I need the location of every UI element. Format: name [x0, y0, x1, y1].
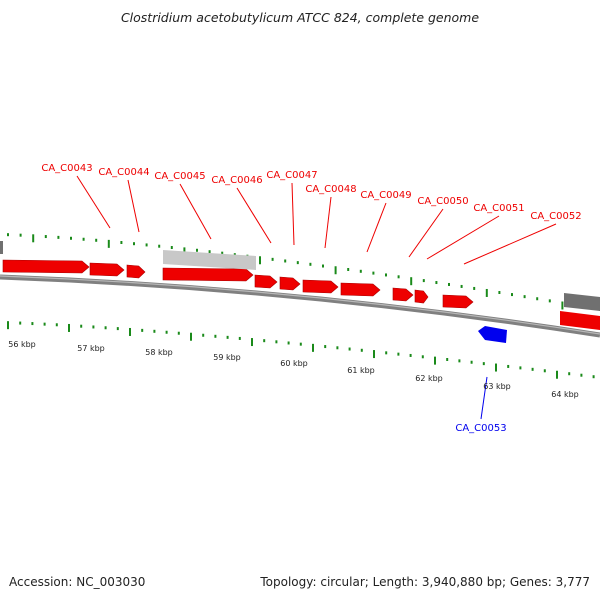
scale-labels: 56 kbp 57 kbp 58 kbp 59 kbp 60 kbp 61 kbp 62 k… — [8, 340, 579, 399]
genome-title: Clostridium acetobutylicum ATCC 824, com… — [120, 10, 480, 25]
label-connector — [480, 376, 488, 420]
genome-backbone-highlight — [0, 275, 600, 335]
kbp-label: 58 kbp — [145, 348, 173, 357]
gene-arrow-forward[interactable] — [560, 311, 600, 330]
label-connector — [324, 196, 332, 249]
gene-label-forward[interactable]: CA_C0046 — [211, 175, 262, 186]
label-connector — [366, 202, 387, 253]
kbp-label: 57 kbp — [77, 344, 105, 353]
kbp-label: 59 kbp — [213, 353, 241, 362]
gene-labels: CA_C0043 CA_C0044 CA_C0045 CA_C0046 CA_C0047… — [41, 163, 581, 434]
label-connector — [426, 215, 500, 260]
kbp-label: 62 kbp — [415, 374, 443, 383]
gene-label-forward[interactable]: CA_C0052 — [530, 211, 581, 222]
kbp-label: 61 kbp — [347, 366, 375, 375]
label-connector — [236, 187, 272, 244]
accession-text: Accession: NC_003030 — [9, 575, 146, 589]
gene-arrow-forward[interactable] — [89, 262, 125, 277]
label-connector — [463, 223, 557, 265]
gene-arrow-reverse[interactable] — [478, 326, 507, 343]
feature-block[interactable] — [0, 241, 3, 254]
label-connector — [408, 208, 444, 258]
kbp-label: 56 kbp — [8, 340, 36, 349]
gene-label-reverse[interactable]: CA_C0053 — [455, 423, 506, 434]
gene-arrow-forward[interactable] — [162, 267, 254, 282]
gene-label-forward[interactable]: CA_C0045 — [154, 171, 205, 182]
label-connector — [179, 183, 212, 240]
topology-summary: Topology: circular; Length: 3,940,880 bp… — [260, 575, 590, 589]
label-connector — [76, 175, 111, 229]
gene-label-forward[interactable]: CA_C0050 — [417, 196, 468, 207]
feature-block[interactable] — [564, 293, 600, 311]
gene-label-forward[interactable]: CA_C0048 — [305, 184, 356, 195]
label-connector — [127, 179, 140, 233]
gene-arrow-forward[interactable] — [392, 287, 414, 302]
feature-block[interactable] — [163, 250, 256, 270]
gene-label-forward[interactable]: CA_C0049 — [360, 190, 411, 201]
feature-track — [0, 241, 600, 343]
gene-arrow-forward[interactable] — [279, 276, 301, 291]
kbp-label: 63 kbp — [483, 382, 511, 391]
gene-label-forward[interactable]: CA_C0044 — [98, 167, 149, 178]
gene-arrow-forward[interactable] — [442, 294, 474, 309]
genome-backbone — [0, 274, 600, 338]
gene-arrow-forward[interactable] — [2, 259, 90, 274]
gene-label-forward[interactable]: CA_C0047 — [266, 170, 317, 181]
gene-arrow-forward[interactable] — [126, 264, 146, 279]
gene-label-forward[interactable]: CA_C0043 — [41, 163, 92, 174]
inner-tick-ring — [7, 321, 595, 379]
gene-arrow-forward[interactable] — [302, 279, 339, 294]
label-connector — [291, 182, 295, 246]
label-connectors — [76, 175, 557, 420]
gene-arrow-forward[interactable] — [340, 282, 381, 297]
gene-arrow-forward[interactable] — [414, 289, 429, 304]
gene-arrow-forward[interactable] — [254, 274, 278, 289]
kbp-label: 60 kbp — [280, 359, 308, 368]
gene-label-forward[interactable]: CA_C0051 — [473, 203, 524, 214]
kbp-label: 64 kbp — [551, 390, 579, 399]
